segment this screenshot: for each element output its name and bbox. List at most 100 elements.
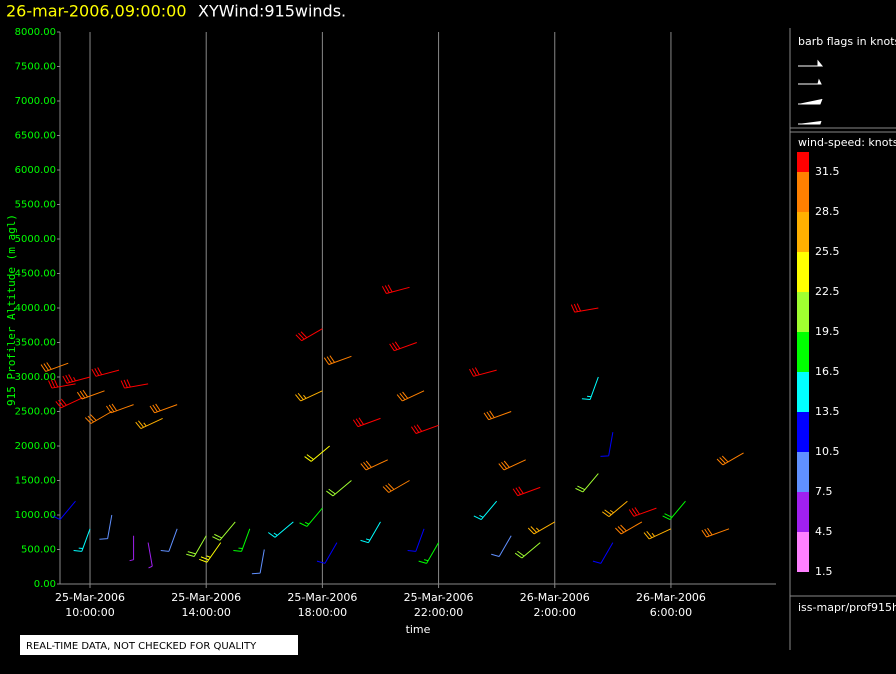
chart-title: 26-mar-2006,09:00:00 <box>6 2 187 21</box>
colorbar-title: wind-speed: knots <box>798 136 896 149</box>
wind-barb <box>186 535 207 557</box>
wind-barb <box>120 379 149 389</box>
colorbar-label: 13.5 <box>815 405 840 418</box>
colorbar-label: 7.5 <box>815 485 833 498</box>
wind-barb <box>581 376 599 401</box>
colorbar-swatch <box>797 452 809 492</box>
colorbar-swatch <box>797 412 809 452</box>
x-tick-label: 14:00:00 <box>181 606 230 619</box>
wind-barb <box>600 432 614 457</box>
wind-barb <box>147 542 153 569</box>
wind-barb <box>73 528 91 552</box>
wind-barb <box>469 367 497 377</box>
wind-barb <box>512 486 541 497</box>
y-tick-label: 1500.00 <box>15 476 56 487</box>
colorbar-label: 10.5 <box>815 445 840 458</box>
wind-barb <box>716 452 744 466</box>
y-tick-label: 3500.00 <box>15 338 56 349</box>
footer: iss-mapr/prof915h <box>798 601 896 614</box>
y-tick-label: 500.00 <box>21 545 56 556</box>
wind-barb <box>570 303 599 313</box>
y-tick-label: 1000.00 <box>15 510 56 521</box>
wind-barb <box>267 521 294 538</box>
wind-barb <box>323 355 352 365</box>
wind-barb <box>129 535 135 562</box>
wind-barb <box>396 390 425 402</box>
wind-barb <box>326 480 352 497</box>
wind-barb <box>233 528 251 552</box>
wind-barb <box>135 417 163 429</box>
y-tick-label: 2000.00 <box>15 441 56 452</box>
x-tick-label: 25-Mar-2006 <box>55 591 125 604</box>
wind-barb <box>212 521 236 541</box>
wind-barb <box>527 521 556 535</box>
y-tick-label: 2500.00 <box>15 407 56 418</box>
colorbar-label: 31.5 <box>815 165 840 178</box>
colorbar-label: 19.5 <box>815 325 840 338</box>
colorbar-label: 22.5 <box>815 285 840 298</box>
wind-barb <box>295 328 323 342</box>
wind-barb <box>382 480 410 493</box>
wind-barb <box>55 397 83 409</box>
y-tick-label: 0.00 <box>34 579 56 590</box>
wind-barb <box>514 542 541 559</box>
wind-barb <box>106 403 134 414</box>
wind-barb <box>304 445 330 462</box>
wind-barb <box>91 367 120 377</box>
wind-barb <box>295 390 323 402</box>
colorbar-label: 16.5 <box>815 365 840 378</box>
wind-barb <box>615 521 643 535</box>
notice-box <box>20 635 298 655</box>
x-tick-label: 18:00:00 <box>298 606 347 619</box>
colorbar-swatch <box>797 492 809 532</box>
x-tick-label: 22:00:00 <box>414 606 463 619</box>
x-tick-label: 26-Mar-2006 <box>520 591 590 604</box>
wind-barb <box>352 417 381 428</box>
y-tick-label: 3000.00 <box>15 372 56 383</box>
y-axis-label: 915 Profiler Altitude (m agl) <box>5 214 18 406</box>
x-axis-label: time <box>406 623 431 636</box>
x-tick-label: 2:00:00 <box>534 606 576 619</box>
wind-barb <box>99 514 113 540</box>
y-tick-label: 5500.00 <box>15 200 56 211</box>
wind-barb <box>199 542 222 563</box>
y-tick-label: 6000.00 <box>15 165 56 176</box>
wind-barb <box>360 459 388 471</box>
chart-subtitle: XYWind:915winds. <box>198 2 346 21</box>
colorbar-label: 1.5 <box>815 565 833 578</box>
y-tick-label: 4000.00 <box>15 303 56 314</box>
x-tick-label: 25-Mar-2006 <box>287 591 357 604</box>
colorbar-label: 28.5 <box>815 205 840 218</box>
wind-barb <box>498 459 526 471</box>
wind-barb <box>251 549 265 575</box>
wind-barb <box>575 473 599 493</box>
y-tick-label: 4500.00 <box>15 269 56 280</box>
colorbar-swatch <box>797 372 809 412</box>
wind-barb <box>662 500 686 521</box>
barb-legend-title: barb flags in knots <box>798 35 896 48</box>
wind-barb <box>473 500 498 521</box>
wind-barb <box>410 424 439 434</box>
wind-barb <box>418 542 440 564</box>
colorbar-swatch <box>797 332 809 372</box>
wind-barb <box>160 528 178 552</box>
colorbar-swatch <box>797 532 809 572</box>
wind-barb <box>592 542 614 564</box>
wind-barb <box>407 528 425 552</box>
notice: REAL-TIME DATA, NOT CHECKED FOR QUALITY <box>26 641 257 652</box>
barb-legend-glyphs <box>798 59 824 125</box>
y-tick-label: 8000.00 <box>15 27 56 38</box>
wind-barb <box>360 521 381 544</box>
wind-barb <box>491 535 512 557</box>
wind-barb <box>381 284 410 294</box>
colorbar-swatch <box>797 292 809 332</box>
wind-barb <box>316 542 338 564</box>
wind-barb <box>701 527 730 538</box>
x-tick-label: 25-Mar-2006 <box>404 591 474 604</box>
colorbar-swatch <box>797 212 809 252</box>
wind-barb <box>628 507 657 517</box>
colorbar-label: 4.5 <box>815 525 833 538</box>
wind-barb <box>299 507 323 527</box>
y-tick-label: 5000.00 <box>15 234 56 245</box>
